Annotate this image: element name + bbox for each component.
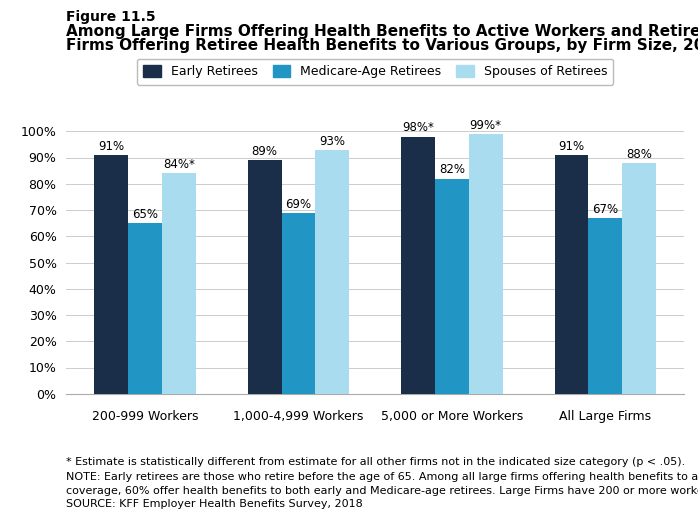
Text: NOTE: Early retirees are those who retire before the age of 65. Among all large : NOTE: Early retirees are those who retir… xyxy=(66,472,698,482)
Bar xyxy=(281,213,315,394)
Text: 89%: 89% xyxy=(252,145,278,158)
Text: * Estimate is statistically different from estimate for all other firms not in t: * Estimate is statistically different fr… xyxy=(66,457,685,467)
Text: 69%: 69% xyxy=(285,197,311,211)
Text: Figure 11.5: Figure 11.5 xyxy=(66,10,156,25)
Text: Among Large Firms Offering Health Benefits to Active Workers and Retirees, Perce: Among Large Firms Offering Health Benefi… xyxy=(66,24,698,39)
Text: Firms Offering Retiree Health Benefits to Various Groups, by Firm Size, 2018: Firms Offering Retiree Health Benefits t… xyxy=(66,38,698,54)
Bar xyxy=(315,150,349,394)
Bar xyxy=(401,136,435,394)
Bar xyxy=(469,134,503,394)
Text: 99%*: 99%* xyxy=(470,119,502,132)
Text: 82%: 82% xyxy=(439,163,465,176)
Text: 98%*: 98%* xyxy=(402,121,434,134)
Bar xyxy=(128,223,162,394)
Bar xyxy=(94,155,128,394)
Text: 88%: 88% xyxy=(626,148,652,161)
Legend: Early Retirees, Medicare-Age Retirees, Spouses of Retirees: Early Retirees, Medicare-Age Retirees, S… xyxy=(137,59,614,85)
Text: 93%: 93% xyxy=(319,134,346,148)
Bar xyxy=(162,173,195,394)
Text: 65%: 65% xyxy=(132,208,158,221)
Bar xyxy=(248,160,281,394)
Bar xyxy=(588,218,622,394)
Text: SOURCE: KFF Employer Health Benefits Survey, 2018: SOURCE: KFF Employer Health Benefits Sur… xyxy=(66,499,363,509)
Text: coverage, 60% offer health benefits to both early and Medicare-age retirees. Lar: coverage, 60% offer health benefits to b… xyxy=(66,486,698,496)
Text: 91%: 91% xyxy=(558,140,585,153)
Bar xyxy=(622,163,656,394)
Text: 67%: 67% xyxy=(593,203,618,216)
Bar xyxy=(555,155,588,394)
Text: 84%*: 84%* xyxy=(163,158,195,171)
Bar xyxy=(435,178,469,394)
Text: 91%: 91% xyxy=(98,140,124,153)
